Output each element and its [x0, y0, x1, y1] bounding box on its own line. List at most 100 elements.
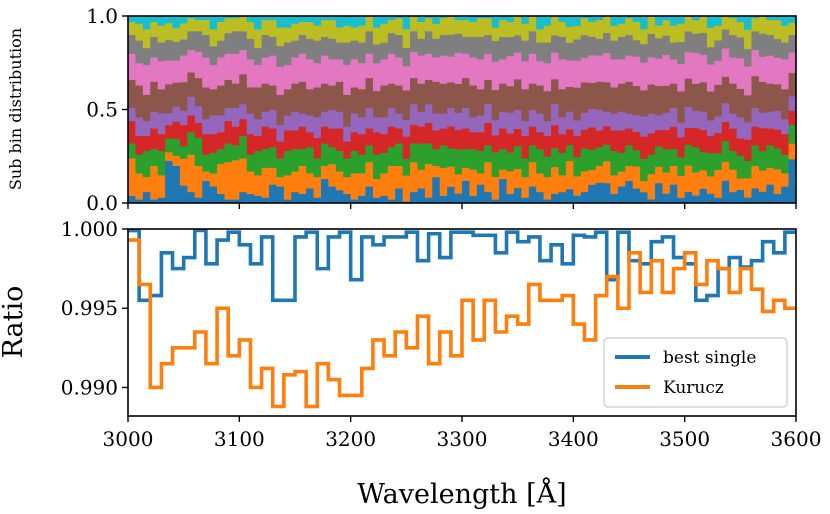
stack-segment-5-bin-23	[291, 111, 300, 131]
stack-segment-5-bin-17	[246, 113, 255, 135]
stack-segment-8-bin-3	[142, 47, 151, 66]
stack-segment-6-bin-85	[751, 75, 760, 109]
stack-segment-1-bin-44	[447, 186, 456, 204]
stack-segment-2-bin-32	[358, 173, 367, 196]
stack-segment-5-bin-2	[135, 116, 144, 137]
stack-segment-4-bin-72	[654, 129, 663, 147]
stack-segment-9-bin-81	[721, 16, 730, 30]
stack-segment-8-bin-61	[573, 39, 582, 61]
stack-segment-3-bin-57	[543, 156, 552, 178]
stack-segment-5-bin-50	[491, 119, 500, 136]
stack-segment-10-bin-30	[343, 16, 352, 26]
stack-segment-4-bin-88	[773, 129, 782, 149]
stack-segment-10-bin-34	[372, 16, 381, 28]
stack-segment-4-bin-39	[410, 124, 419, 144]
stack-segment-9-bin-84	[744, 29, 753, 50]
stack-segment-9-bin-23	[291, 23, 300, 41]
stack-segment-7-bin-64	[595, 55, 604, 82]
stack-segment-9-bin-43	[439, 17, 448, 36]
stack-segment-4-bin-76	[684, 127, 693, 145]
stack-segment-10-bin-90	[788, 16, 797, 23]
stack-segment-6-bin-19	[261, 83, 270, 112]
stack-segment-3-bin-35	[380, 152, 389, 174]
stack-segment-2-bin-81	[721, 161, 730, 181]
stack-segment-10-bin-70	[640, 16, 649, 30]
stack-segment-9-bin-67	[617, 23, 626, 37]
stack-segment-1-bin-90	[788, 159, 797, 204]
stack-segment-3-bin-16	[239, 135, 248, 159]
stack-segment-4-bin-89	[781, 133, 790, 155]
stack-segment-3-bin-72	[654, 146, 663, 167]
stack-segment-3-bin-38	[402, 158, 411, 176]
stack-segment-2-bin-78	[699, 170, 708, 189]
stack-segment-1-bin-57	[543, 199, 552, 204]
stack-segment-2-bin-63	[588, 169, 597, 185]
stack-segment-1-bin-61	[573, 195, 582, 204]
ratio-lines-layer	[128, 228, 796, 409]
stack-segment-4-bin-33	[365, 128, 374, 146]
stack-segment-6-bin-54	[521, 88, 530, 122]
stack-segment-5-bin-36	[387, 107, 396, 127]
stack-segment-4-bin-61	[573, 135, 582, 158]
top-y-tick-label: 0.0	[86, 191, 118, 215]
stack-segment-6-bin-46	[462, 77, 471, 109]
stack-segment-1-bin-39	[410, 191, 419, 204]
stack-segment-5-bin-15	[231, 107, 240, 127]
stack-segment-5-bin-59	[558, 116, 567, 135]
stack-segment-7-bin-18	[254, 64, 263, 88]
stack-segment-1-bin-18	[254, 195, 263, 204]
stack-segment-9-bin-3	[142, 29, 151, 49]
x-tick-label: 3300	[437, 427, 488, 451]
stack-segment-5-bin-83	[736, 117, 745, 139]
stack-segment-2-bin-70	[640, 180, 649, 193]
stack-segment-3-bin-34	[372, 154, 381, 180]
stack-segment-6-bin-57	[543, 90, 552, 122]
stack-segment-10-bin-64	[595, 16, 604, 21]
stack-segment-6-bin-5	[157, 88, 166, 114]
stack-segment-7-bin-53	[513, 52, 522, 80]
stack-segment-10-bin-2	[135, 16, 144, 24]
stack-segment-10-bin-83	[736, 16, 745, 23]
stack-segment-8-bin-44	[447, 34, 456, 57]
stack-segment-4-bin-34	[372, 131, 381, 155]
stack-segment-10-bin-13	[217, 16, 226, 23]
x-tick-label: 3600	[771, 427, 822, 451]
stack-segment-1-bin-3	[142, 191, 151, 204]
stack-segment-2-bin-43	[439, 167, 448, 196]
stack-segment-9-bin-2	[135, 23, 144, 41]
stack-segment-7-bin-6	[165, 60, 174, 85]
stack-segment-9-bin-14	[224, 17, 233, 34]
stack-segment-2-bin-76	[684, 165, 693, 193]
stack-segment-7-bin-56	[536, 60, 545, 86]
stack-segment-2-bin-85	[751, 165, 760, 189]
stack-segment-4-bin-12	[209, 133, 218, 153]
stack-segment-9-bin-79	[706, 27, 715, 48]
stack-segment-9-bin-59	[558, 21, 567, 37]
stack-segment-8-bin-55	[528, 30, 537, 54]
stack-segment-2-bin-39	[410, 161, 419, 193]
stack-segment-3-bin-52	[506, 152, 515, 172]
stack-segment-10-bin-47	[469, 16, 478, 23]
stack-segment-1-bin-34	[372, 197, 381, 204]
stack-segment-9-bin-15	[231, 17, 240, 32]
stack-segment-2-bin-17	[246, 171, 255, 195]
stack-segment-6-bin-39	[410, 77, 419, 105]
stack-segment-6-bin-53	[513, 78, 522, 110]
stack-segment-4-bin-29	[335, 128, 344, 152]
stack-segment-1-bin-50	[491, 199, 500, 204]
stack-segment-6-bin-45	[454, 83, 463, 113]
stack-segment-6-bin-12	[209, 88, 218, 116]
stack-segment-7-bin-29	[335, 59, 344, 82]
stack-segment-10-bin-38	[402, 16, 411, 30]
stack-segment-10-bin-51	[499, 16, 508, 21]
stack-segment-7-bin-36	[387, 53, 396, 84]
stack-segment-4-bin-41	[424, 122, 433, 144]
stack-segment-2-bin-13	[217, 163, 226, 195]
stack-segment-6-bin-65	[603, 82, 612, 112]
stack-segment-5-bin-46	[462, 107, 471, 129]
stack-segment-6-bin-90	[788, 72, 797, 97]
stack-segment-9-bin-20	[269, 19, 278, 37]
stack-segment-5-bin-30	[343, 126, 352, 142]
stack-segment-6-bin-22	[283, 88, 292, 116]
stack-segment-4-bin-58	[551, 124, 560, 149]
